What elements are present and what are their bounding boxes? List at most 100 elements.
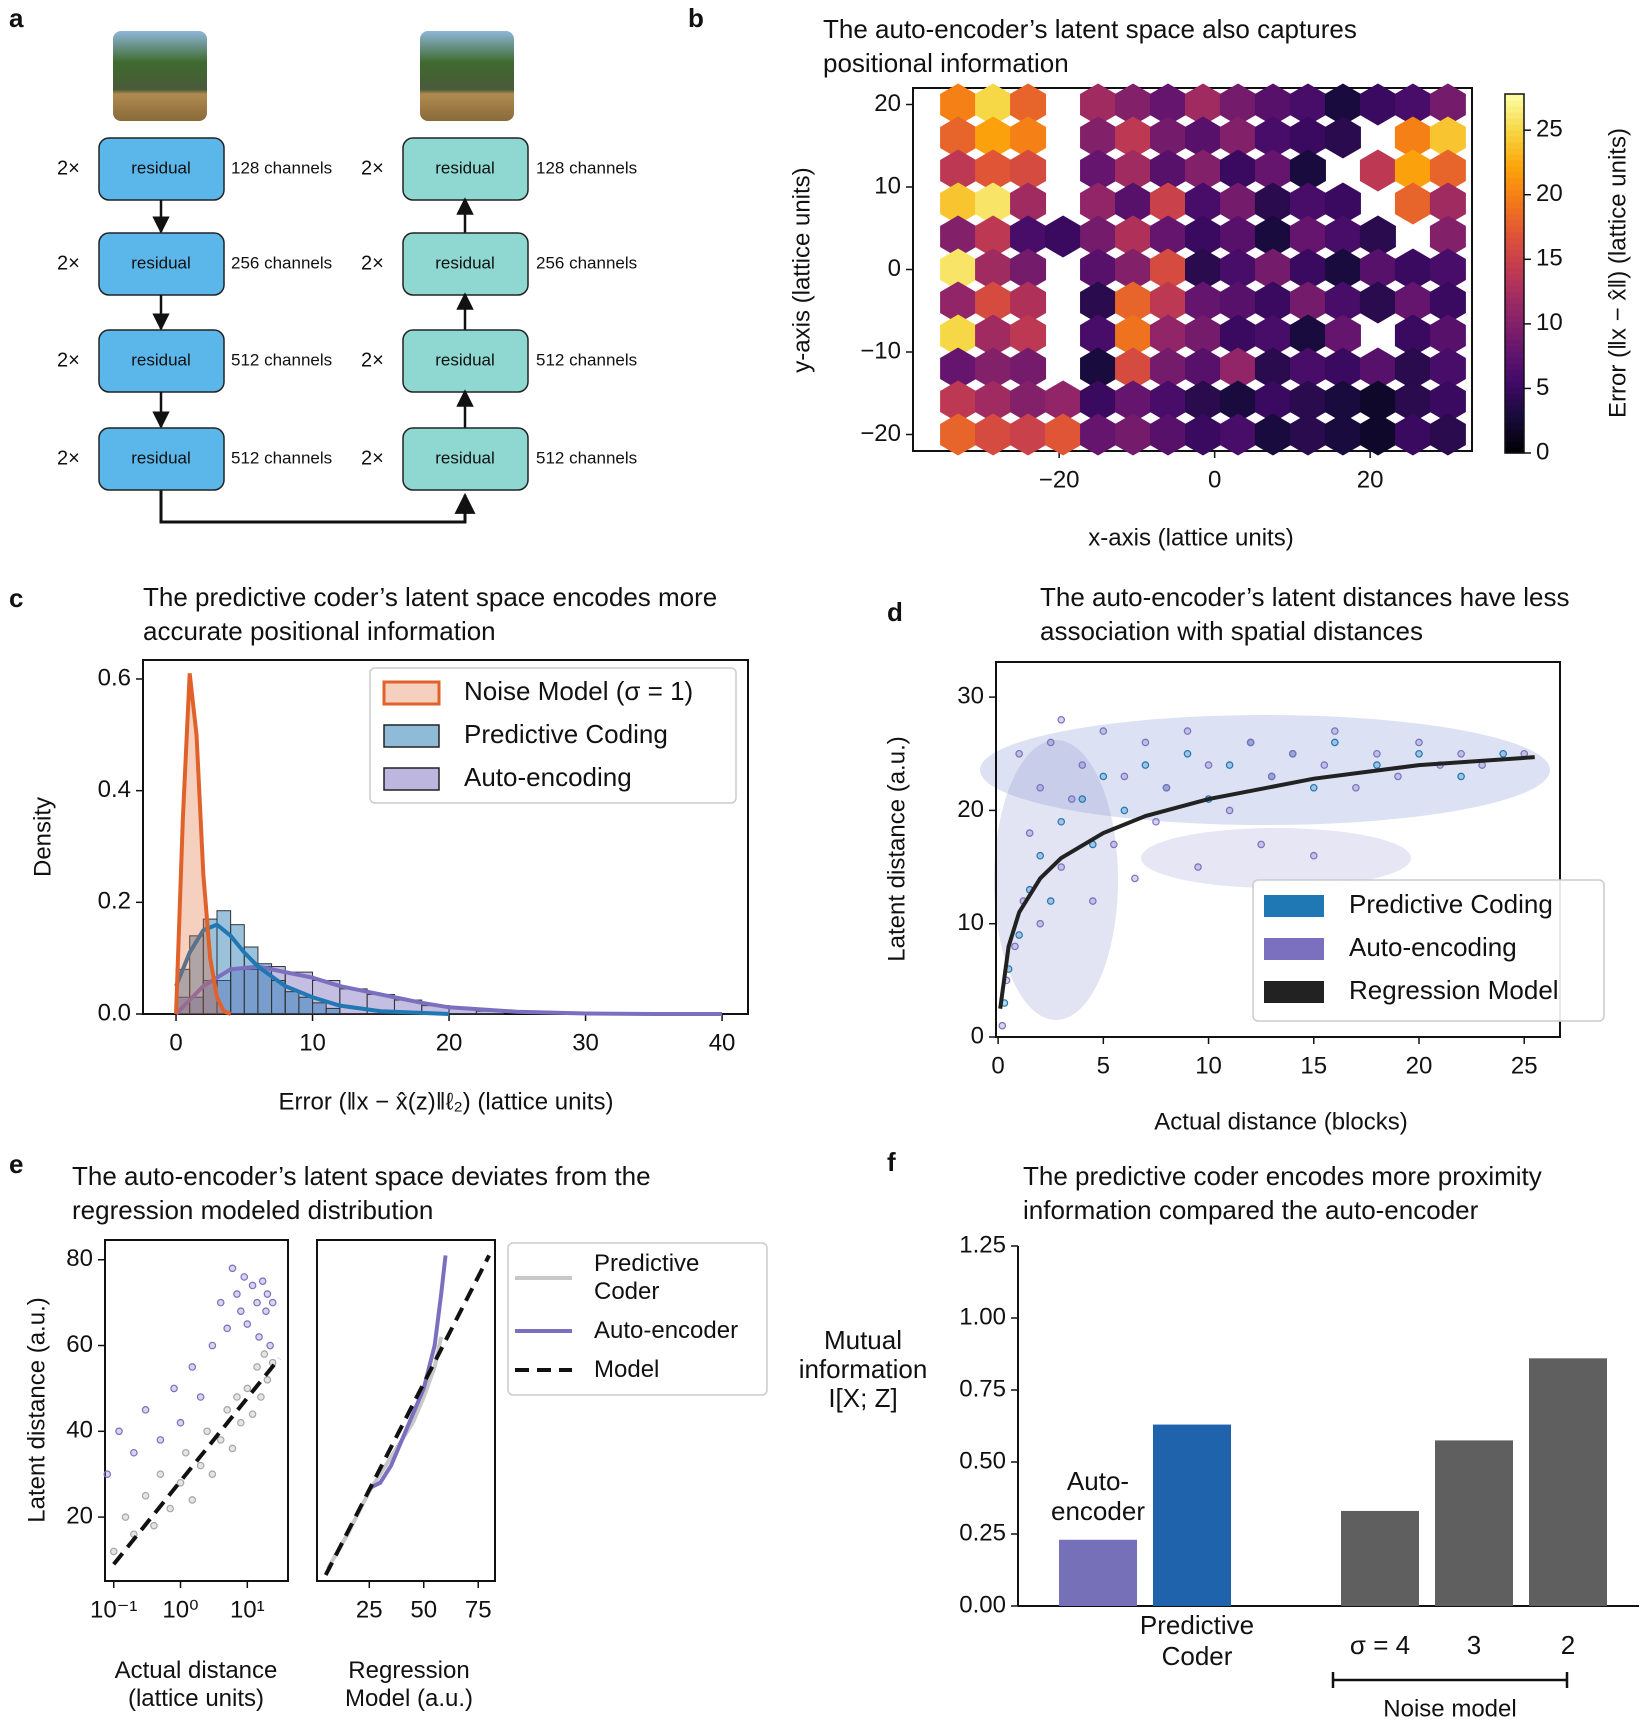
hex-cell (1185, 413, 1221, 456)
colorbar-segment (1505, 165, 1524, 173)
colorbar-segment (1505, 423, 1524, 430)
colorbar-segment (1505, 147, 1524, 155)
repeat-label: 2× (361, 447, 384, 469)
scatter-point (121, 1513, 130, 1521)
y-tick-label: 10 (957, 909, 984, 936)
kde-line (174, 922, 450, 1016)
chart-title: The auto-encoder’s latent space also cap… (823, 14, 1357, 78)
colorbar-segment (1505, 201, 1524, 209)
scatter-point (1141, 761, 1150, 769)
channels-label: 512 channels (536, 448, 637, 467)
channels-label: 256 channels (536, 253, 637, 272)
scatter-point (1046, 897, 1055, 905)
scatter-point (1194, 863, 1202, 871)
hex-cell (1359, 149, 1396, 192)
colorbar-segment (1505, 327, 1524, 334)
x-tick-label: 30 (572, 1029, 599, 1056)
colorbar-segment (1505, 333, 1524, 340)
hex-cell (1394, 182, 1431, 225)
x-axis-label: Error (‖x − x̂(z)‖ℓ₂) (lattice units) (279, 1088, 614, 1115)
x-tick-label: 25 (356, 1596, 383, 1623)
hex-cell (1045, 413, 1082, 456)
scatter-point (1011, 942, 1019, 951)
colorbar-segment (1505, 381, 1524, 388)
scatter-point (255, 1333, 263, 1341)
colorbar-segment (1505, 135, 1524, 143)
legend-swatch (1264, 895, 1324, 917)
colorbar-tick-label: 0 (1536, 438, 1549, 465)
block-label: residual (131, 158, 191, 177)
y-tick-label: −10 (860, 337, 901, 364)
output-thumbnail (420, 31, 514, 121)
legend-label: Predictive Coder (594, 1250, 700, 1305)
scatter-point (253, 1363, 261, 1371)
scatter-point (1057, 715, 1066, 724)
colorbar-segment (1505, 195, 1524, 203)
scatter-point (1078, 795, 1087, 803)
colorbar-segment (1505, 105, 1524, 113)
y-tick-label: 30 (957, 682, 984, 709)
density-region (1141, 828, 1411, 888)
y-axis-label: Mutual information I[X; Z] (798, 1325, 928, 1413)
colorbar-segment (1505, 429, 1524, 436)
colorbar-tick-label: 5 (1536, 374, 1549, 401)
bar (1153, 1424, 1231, 1606)
scatter-point (223, 1406, 231, 1414)
regression-line (112, 1357, 281, 1566)
scatter-point (258, 1277, 267, 1285)
x-axis-label: Actual distance (blocks) (1154, 1108, 1407, 1135)
colorbar-segment (1505, 405, 1524, 412)
scatter-point (1331, 738, 1339, 747)
colorbar-segment (1505, 393, 1524, 400)
channels-label: 128 channels (231, 158, 332, 177)
hex-cell (1219, 413, 1256, 456)
scatter-point (233, 1393, 241, 1401)
y-tick-label: 0.6 (98, 664, 131, 691)
kde-area (176, 673, 231, 1014)
y-tick-label: 0.2 (98, 888, 131, 915)
hex-cell (1324, 116, 1361, 159)
group-bracket (1331, 1672, 1569, 1688)
hex-cell (940, 413, 977, 456)
colorbar-segment (1505, 249, 1524, 257)
scatter-point (228, 1444, 237, 1453)
scatter-point (998, 1021, 1007, 1030)
colorbar-segment (1505, 363, 1524, 370)
legend-frame (1252, 879, 1605, 1022)
colorbar-segment (1505, 207, 1524, 215)
scatter-point (1057, 817, 1066, 826)
chart-title: The auto-encoder’s latent distances have… (1040, 582, 1570, 646)
scatter-point (1183, 727, 1192, 735)
scatter-point (233, 1290, 241, 1298)
y-tick-label: 0.0 (98, 999, 131, 1026)
y-tick-label: 0.4 (98, 776, 131, 803)
scatter-point (141, 1491, 150, 1500)
scatter-point (266, 1341, 274, 1350)
x-tick-label: −20 (1039, 466, 1080, 493)
scatter-point (262, 1307, 270, 1316)
colorbar-segment (1505, 183, 1524, 191)
colorbar-segment (1505, 231, 1524, 239)
scatter-point (1394, 772, 1402, 781)
scatter-point (1025, 829, 1034, 837)
colorbar-tick-label: 10 (1536, 309, 1563, 336)
hex-cell (1324, 413, 1361, 456)
colorbar-segment (1505, 219, 1524, 227)
scatter-point (223, 1324, 231, 1333)
y-tick-label: 1.25 (959, 1231, 1006, 1258)
y-tick-label: 0 (971, 1022, 984, 1049)
scatter-point (243, 1384, 252, 1393)
x-tick-label: 75 (465, 1596, 492, 1623)
x-category-label: σ = 4 (1349, 1630, 1411, 1660)
block-label: residual (435, 253, 495, 272)
scatter-point (1110, 840, 1118, 849)
hex-cell (1010, 413, 1047, 456)
y-tick-label: 1.00 (959, 1303, 1006, 1330)
scatter-point (1162, 783, 1171, 792)
hex-cell (1289, 413, 1326, 456)
scatter-point (1499, 749, 1507, 758)
scatter-point (1320, 761, 1329, 769)
y-tick-label: 0.00 (959, 1591, 1006, 1618)
x-tick-label: 10⁰ (162, 1596, 198, 1623)
